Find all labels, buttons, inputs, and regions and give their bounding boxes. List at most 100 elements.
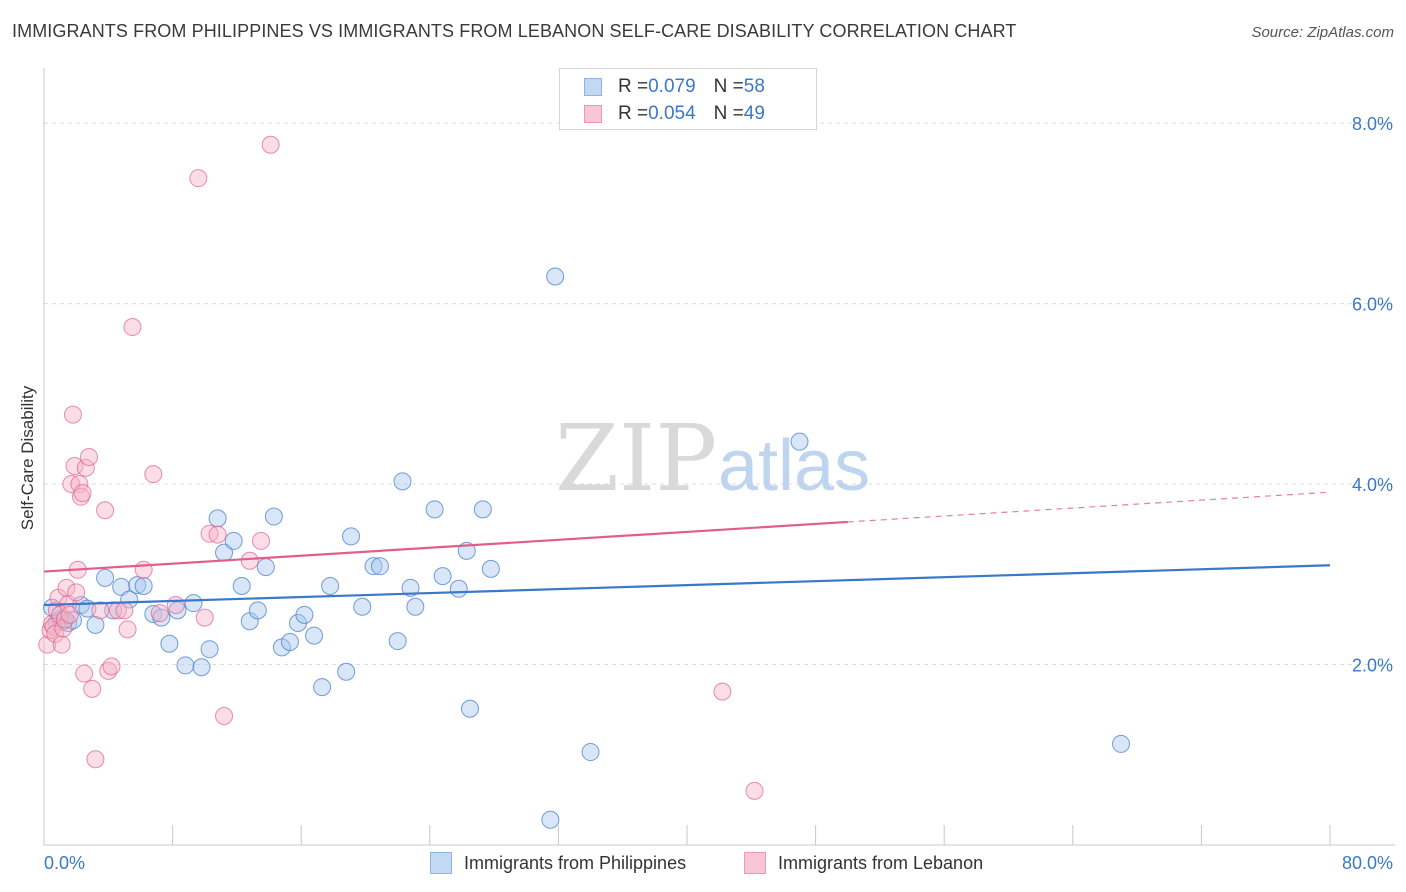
lebanon-point-35 (134, 560, 153, 579)
philippines-point-57 (790, 432, 809, 451)
philippines-n-value: 58 (743, 76, 765, 97)
philippines-point-19 (176, 656, 195, 675)
lebanon-point-25 (83, 679, 102, 698)
philippines-point-40 (353, 597, 372, 616)
trend-lines (43, 491, 1331, 607)
legend-row-lebanon: R = 0.054 N = 49 (584, 102, 765, 126)
philippines-r-value: 0.079 (648, 76, 696, 97)
lebanon-legend-label: Immigrants from Lebanon (778, 852, 984, 873)
philippines-point-43 (388, 632, 407, 651)
philippines-point-36 (313, 678, 332, 697)
lebanon-point-30 (102, 657, 121, 676)
correlation-legend: R = 0.079 N = 58 R = 0.054 N = 49 (559, 68, 817, 130)
lebanon-point-22 (75, 664, 94, 683)
lebanon-point-42 (208, 525, 227, 544)
philippines-point-55 (546, 267, 565, 286)
philippines-point-13 (128, 576, 147, 595)
axes (43, 68, 1395, 846)
philippines-point-17 (160, 634, 179, 653)
lebanon-point-37 (150, 604, 169, 623)
watermark: ZIP atlas (555, 405, 870, 512)
x-tick-label-1: 80.0% (1342, 853, 1393, 873)
lebanon-n-value: 49 (743, 103, 765, 124)
lebanon-point-27 (91, 601, 110, 620)
philippines-point-34 (295, 605, 314, 624)
lebanon-point-36 (144, 465, 163, 484)
philippines-point-54 (541, 810, 560, 829)
lebanon-r-label: R = (618, 103, 649, 124)
philippines-legend-label: Immigrants from Philippines (464, 852, 687, 873)
philippines-r-label: R = (618, 76, 649, 97)
philippines-point-52 (473, 500, 492, 519)
lebanon-r-value: 0.054 (648, 103, 696, 124)
series-legend: Immigrants from Philippines Immigrants f… (0, 852, 1406, 876)
philippines-point-51 (460, 699, 479, 718)
legend-row-philippines: R = 0.079 N = 58 (584, 75, 765, 99)
philippines-point-42 (370, 557, 389, 576)
lebanon-point-46 (261, 135, 280, 154)
philippines-point-32 (280, 632, 299, 651)
x-tick-label-0: 0.0% (44, 853, 85, 873)
lebanon-point-11 (57, 578, 76, 597)
philippines-point-58 (1112, 734, 1131, 753)
philippines-point-37 (321, 577, 340, 596)
chart-source: Source: ZipAtlas.com (1251, 24, 1394, 41)
lebanon-legend-swatch (744, 852, 766, 874)
philippines-point-46 (406, 597, 425, 616)
philippines-point-41 (364, 557, 383, 576)
lebanon-point-24 (80, 447, 99, 466)
legend-item-lebanon[interactable]: Immigrants from Lebanon (744, 852, 983, 874)
philippines-point-38 (337, 662, 356, 681)
y-tick-label-1: 4.0% (1352, 475, 1393, 495)
lebanon-point-34 (123, 318, 142, 337)
chart-title: IMMIGRANTS FROM PHILIPPINES VS IMMIGRANT… (12, 21, 1017, 41)
philippines-point-12 (120, 590, 139, 609)
philippines-point-35 (305, 626, 324, 645)
lebanon-point-33 (118, 620, 137, 639)
philippines-point-44 (393, 472, 412, 491)
philippines-point-48 (433, 567, 452, 586)
lebanon-point-21 (73, 484, 92, 503)
philippines-legend-swatch (430, 852, 452, 874)
lebanon-point-45 (252, 531, 271, 550)
lebanon-point-44 (240, 551, 259, 570)
y-tick-label-3: 8.0% (1352, 114, 1393, 134)
philippines-point-23 (208, 509, 227, 528)
philippines-point-25 (224, 531, 243, 550)
lebanon-point-32 (115, 601, 134, 620)
lebanon-point-8 (52, 635, 71, 654)
lebanon-point-48 (745, 781, 764, 800)
lebanon-point-38 (166, 595, 185, 614)
philippines-point-45 (401, 578, 420, 597)
philippines-trend-line (43, 564, 1331, 607)
lebanon-trend-line (43, 520, 848, 573)
philippines-point-53 (481, 559, 500, 578)
lebanon-swatch (584, 105, 602, 123)
philippines-point-21 (192, 658, 211, 677)
philippines-point-39 (342, 527, 361, 546)
lebanon-point-23 (76, 458, 95, 477)
philippines-point-30 (264, 507, 283, 526)
lebanon-point-16 (65, 457, 84, 476)
philippines-n-label: N = (713, 76, 744, 97)
philippines-swatch (584, 78, 602, 96)
y-tick-label-0: 2.0% (1352, 656, 1393, 676)
philippines-point-8 (86, 615, 105, 634)
legend-item-philippines[interactable]: Immigrants from Philippines (430, 852, 686, 874)
philippines-point-49 (449, 579, 468, 598)
watermark-zip: ZIP (555, 405, 717, 512)
philippines-point-11 (112, 577, 131, 596)
lebanon-point-47 (713, 682, 732, 701)
lebanon-point-39 (189, 169, 208, 188)
y-tick-label-2: 6.0% (1352, 295, 1393, 315)
lebanon-point-40 (195, 608, 214, 627)
philippines-point-47 (425, 500, 444, 519)
philippines-point-20 (184, 594, 203, 613)
philippines-point-29 (256, 558, 275, 577)
watermark-atlas: atlas (718, 426, 870, 506)
lebanon-trend-line-extension (847, 491, 1331, 523)
lebanon-point-26 (86, 750, 105, 769)
lebanon-point-43 (215, 706, 234, 725)
lebanon-n-label: N = (713, 103, 744, 124)
